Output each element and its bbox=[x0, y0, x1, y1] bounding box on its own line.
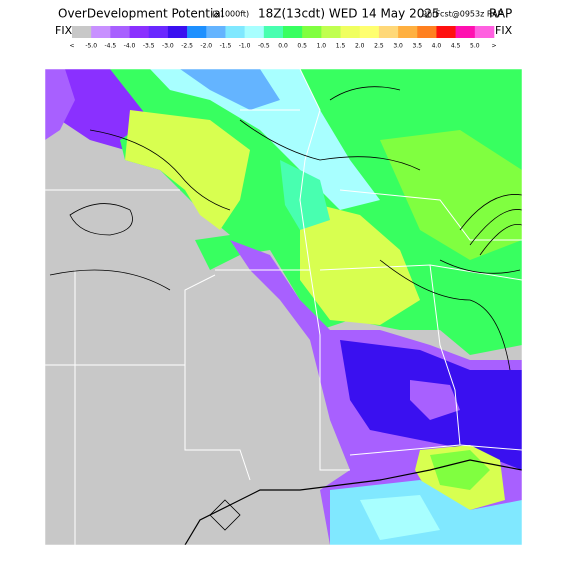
colorbar-swatch bbox=[340, 26, 361, 38]
colorbar-swatch bbox=[129, 26, 150, 38]
colorbar-swatch bbox=[436, 26, 456, 38]
colorbar-swatch bbox=[148, 26, 169, 38]
colorbar-swatch bbox=[455, 26, 476, 38]
colorbar-label: 0.0 bbox=[278, 43, 288, 50]
colorbar-swatch bbox=[417, 26, 437, 38]
colorbar-label: 3.5 bbox=[412, 43, 422, 50]
colorbar-label: -0.5 bbox=[258, 43, 270, 50]
model: RAP bbox=[489, 7, 512, 21]
colorbar-label: -4.0 bbox=[124, 43, 136, 50]
valid-time: 18Z(13cdt) WED 14 May 2025 bbox=[258, 7, 440, 21]
fix-left: FIX bbox=[55, 24, 73, 37]
colorbar-label: > bbox=[491, 43, 496, 50]
colorbar-swatch bbox=[474, 26, 495, 38]
colorbar-label: -1.0 bbox=[239, 43, 251, 50]
colorbar-swatch bbox=[187, 26, 207, 38]
colorbar-swatch bbox=[321, 26, 341, 38]
colorbar-swatch bbox=[206, 26, 226, 38]
colorbar-label: 1.0 bbox=[317, 43, 327, 50]
fix-right: FIX bbox=[495, 24, 513, 37]
colorbar-label: -2.0 bbox=[200, 43, 212, 50]
colorbar-label: -5.0 bbox=[85, 43, 97, 50]
colorbar-label: 4.5 bbox=[451, 43, 461, 50]
colorbar-label: -4.5 bbox=[105, 43, 117, 50]
units: (x1000ft) bbox=[212, 10, 249, 19]
map bbox=[45, 69, 522, 545]
colorbar-label: -3.0 bbox=[162, 43, 174, 50]
colorbar-swatch bbox=[378, 26, 399, 38]
colorbar-label: < bbox=[69, 43, 74, 50]
colorbar-swatch bbox=[398, 26, 418, 38]
colorbar-swatch bbox=[72, 26, 92, 38]
colorbar-swatch bbox=[283, 26, 303, 38]
colorbar-label: 1.5 bbox=[336, 43, 346, 50]
colorbar-swatch bbox=[302, 26, 322, 38]
colorbar-swatch bbox=[263, 26, 284, 38]
colorbar-swatch bbox=[225, 26, 245, 38]
colorbar-label: 0.5 bbox=[297, 43, 307, 50]
colorbar-label: 3.0 bbox=[393, 43, 403, 50]
colorbar-swatch bbox=[244, 26, 265, 38]
colorbar-swatch bbox=[91, 26, 111, 38]
colorbar-label: 2.0 bbox=[355, 43, 365, 50]
colorbar-label: -3.5 bbox=[143, 43, 155, 50]
colorbar-label: -1.5 bbox=[220, 43, 232, 50]
title: OverDevelopment Potential bbox=[58, 7, 224, 21]
colorbar-swatch bbox=[167, 26, 188, 38]
run-info: 9hrFcst@0953z RAP bbox=[422, 10, 503, 19]
colorbar-label: 5.0 bbox=[470, 43, 480, 50]
colorbar-swatch bbox=[110, 26, 130, 38]
colorbar-label: -2.5 bbox=[181, 43, 193, 50]
colorbar-label: 4.0 bbox=[432, 43, 442, 50]
colorbar: < -5.0 -4.5 -4.0 -3.5 -3.0 -2.5 -2.0 -1.5 -1.0 -0.… bbox=[69, 26, 497, 50]
colorbar-label: 2.5 bbox=[374, 43, 384, 50]
colorbar-swatch bbox=[359, 26, 380, 38]
